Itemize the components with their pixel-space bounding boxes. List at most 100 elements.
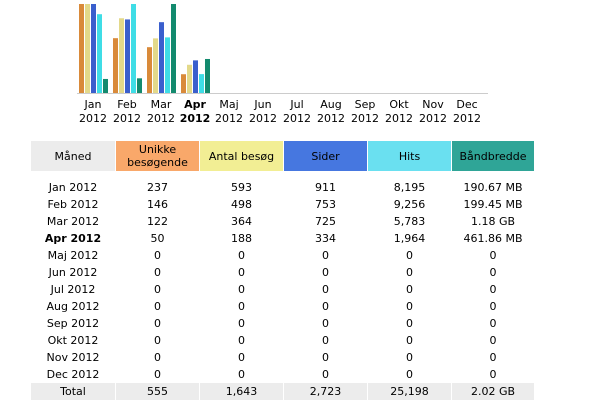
total-row: Total 555 1,643 2,723 25,198 2.02 GB xyxy=(31,383,534,400)
bar xyxy=(193,60,198,93)
cell: 334 xyxy=(315,232,336,245)
cell: 190.67 MB xyxy=(463,181,523,194)
x-label: Feb 2012 xyxy=(113,98,141,125)
cell: 0 xyxy=(238,317,245,330)
cell: 0 xyxy=(238,283,245,296)
cell: 0 xyxy=(238,368,245,381)
cell: 0 xyxy=(322,249,329,262)
row: Maj 2012 0 0 0 0 0 xyxy=(31,247,534,264)
cell: 0 xyxy=(489,334,497,347)
cell: 0 xyxy=(406,266,413,279)
cell: 0 xyxy=(238,266,245,279)
cell: 911 xyxy=(315,181,336,194)
month-cell: Maj 2012 xyxy=(47,249,99,262)
cell: 0 xyxy=(489,300,497,313)
total-cell: 2,723 xyxy=(284,383,367,400)
bar xyxy=(85,4,90,93)
x-label: Jun 2012 xyxy=(249,98,277,125)
cell: 146 xyxy=(147,198,168,211)
total-cell: 555 xyxy=(116,383,199,400)
x-label: Jul 2012 xyxy=(283,98,311,125)
row: Apr 2012 50 188 334 1,964 461.86 MB xyxy=(31,230,534,247)
bar xyxy=(159,22,164,93)
row: Mar 2012 122 364 725 5,783 1.18 GB xyxy=(31,213,534,230)
column-header: Hits xyxy=(368,141,451,171)
row: Jun 2012 0 0 0 0 0 xyxy=(31,264,534,281)
cell: 0 xyxy=(489,317,497,330)
month-cell: Mar 2012 xyxy=(46,215,100,228)
cell: 364 xyxy=(231,215,252,228)
month-cell: Sep 2012 xyxy=(46,317,100,330)
cell: 0 xyxy=(154,266,161,279)
total-cell: 2.02 GB xyxy=(452,383,534,400)
column-header: Båndbredde xyxy=(452,141,534,171)
month-cell: Aug 2012 xyxy=(46,300,100,313)
cell: 0 xyxy=(406,283,413,296)
cell: 0 xyxy=(154,317,161,330)
total-cell: Total xyxy=(31,383,115,400)
month-cell: Feb 2012 xyxy=(47,198,99,211)
bar xyxy=(171,4,176,93)
cell: 0 xyxy=(154,283,161,296)
cell: 199.45 MB xyxy=(463,198,523,211)
cell: 1,964 xyxy=(393,232,426,245)
cell: 0 xyxy=(322,317,329,330)
row: Jan 2012 237 593 911 8,195 190.67 MB xyxy=(31,171,534,196)
cell: 0 xyxy=(406,334,413,347)
month-cell: Jan 2012 xyxy=(48,181,98,194)
cell: 50 xyxy=(150,232,165,245)
cell: 0 xyxy=(154,368,161,381)
cell: 0 xyxy=(406,351,413,364)
x-label: Aug 2012 xyxy=(317,98,345,125)
cell: 0 xyxy=(489,351,497,364)
cell: 1.18 GB xyxy=(470,215,516,228)
cell: 0 xyxy=(489,249,497,262)
x-label: Jan 2012 xyxy=(79,98,107,125)
month-cell: Apr 2012 xyxy=(44,232,102,245)
cell: 237 xyxy=(147,181,168,194)
cell: 0 xyxy=(322,351,329,364)
bar xyxy=(153,38,158,93)
cell: 0 xyxy=(154,249,161,262)
total-cell: 25,198 xyxy=(368,383,451,400)
bar xyxy=(205,58,210,93)
cell: 0 xyxy=(238,300,245,313)
cell: 461.86 MB xyxy=(463,232,523,245)
bar xyxy=(187,64,192,93)
cell: 0 xyxy=(154,334,161,347)
month-cell: Nov 2012 xyxy=(46,351,100,364)
month-cell: Okt 2012 xyxy=(47,334,99,347)
bar xyxy=(181,74,186,93)
x-label: Nov 2012 xyxy=(419,98,447,125)
cell: 0 xyxy=(238,249,245,262)
x-label: Okt 2012 xyxy=(385,98,413,125)
row: Jul 2012 0 0 0 0 0 xyxy=(31,281,534,298)
month-cell: Jun 2012 xyxy=(48,266,98,279)
cell: 0 xyxy=(238,351,245,364)
cell: 0 xyxy=(406,317,413,330)
cell: 188 xyxy=(231,232,252,245)
cell: 0 xyxy=(322,266,329,279)
bar xyxy=(113,38,118,93)
cell: 753 xyxy=(315,198,336,211)
cell: 498 xyxy=(231,198,252,211)
bar xyxy=(125,19,130,94)
bar xyxy=(97,14,102,94)
month-cell: Jul 2012 xyxy=(50,283,96,296)
x-label: Apr 2012 xyxy=(179,98,211,125)
bar xyxy=(137,78,142,93)
row: Okt 2012 0 0 0 0 0 xyxy=(31,332,534,349)
x-label: Maj 2012 xyxy=(215,98,243,125)
column-header: Unikke besøgende xyxy=(116,141,199,171)
cell: 8,195 xyxy=(393,181,426,194)
cell: 0 xyxy=(322,368,329,381)
cell: 0 xyxy=(322,283,329,296)
cell: 0 xyxy=(322,300,329,313)
cell: 5,783 xyxy=(393,215,426,228)
cell: 0 xyxy=(489,283,497,296)
cell: 593 xyxy=(231,181,252,194)
cell: 0 xyxy=(322,334,329,347)
cell: 0 xyxy=(154,351,161,364)
bar xyxy=(119,18,124,93)
